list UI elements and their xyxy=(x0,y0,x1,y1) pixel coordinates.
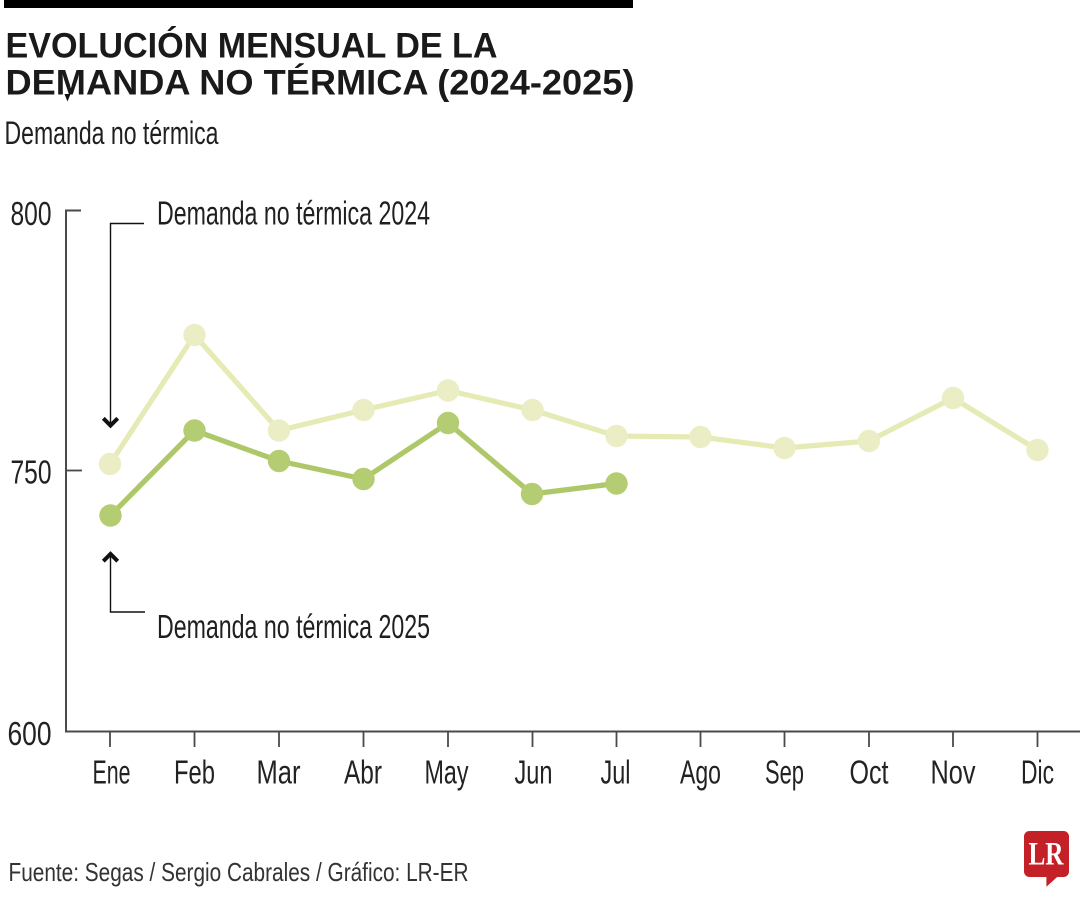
svg-text:EVOLUCIÓN MENSUAL DE LA: EVOLUCIÓN MENSUAL DE LA xyxy=(6,26,498,66)
svg-text:Demanda no térmica: Demanda no térmica xyxy=(5,115,219,151)
svg-text:May: May xyxy=(425,754,469,791)
svg-text:Dic: Dic xyxy=(1021,754,1054,791)
svg-text:LR: LR xyxy=(1029,837,1065,873)
svg-text:Jun: Jun xyxy=(515,754,553,791)
svg-text:Demanda no térmica 2024: Demanda no térmica 2024 xyxy=(157,195,430,232)
svg-text:600: 600 xyxy=(8,715,52,752)
svg-text:Demanda no térmica 2025: Demanda no térmica 2025 xyxy=(157,608,430,645)
svg-text:Ago: Ago xyxy=(680,754,721,791)
svg-text:Jul: Jul xyxy=(601,754,631,791)
svg-text:Sep: Sep xyxy=(765,754,804,791)
svg-text:Ene: Ene xyxy=(93,754,131,791)
svg-text:750: 750 xyxy=(11,454,52,491)
svg-text:800: 800 xyxy=(11,195,52,232)
svg-text:Fuente: Segas / Sergio Cabrale: Fuente: Segas / Sergio Cabrales / Gráfic… xyxy=(9,857,469,887)
svg-text:Nov: Nov xyxy=(931,754,976,791)
svg-text:Oct: Oct xyxy=(850,754,889,791)
svg-text:Abr: Abr xyxy=(344,754,382,791)
svg-text:Feb: Feb xyxy=(174,754,215,791)
svg-text:Mar: Mar xyxy=(257,754,301,791)
svg-text:DEMANDA NO TÉRMICA (2024-2025): DEMANDA NO TÉRMICA (2024-2025) xyxy=(6,63,635,103)
